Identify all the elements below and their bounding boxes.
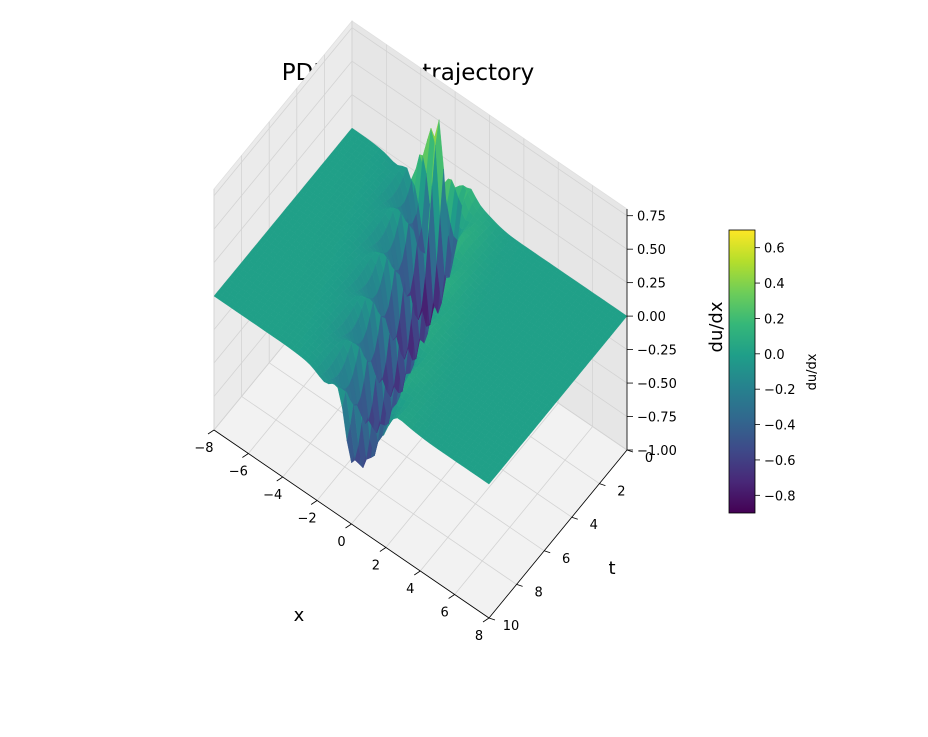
t-axis-line <box>488 449 628 619</box>
grid-floor-t <box>241 396 517 585</box>
x-tick <box>310 500 318 505</box>
t-tick-label: 8 <box>534 585 542 600</box>
t-tick <box>488 617 496 621</box>
z-tick-label: −0.75 <box>637 411 677 426</box>
grid-back-z <box>351 94 628 283</box>
colorbar-tick-label: −0.8 <box>764 489 796 504</box>
colorbar-tick-label: −0.6 <box>764 454 796 469</box>
z-tick-label: 0.25 <box>637 277 666 292</box>
x-tick-label: 4 <box>406 582 414 597</box>
t-tick-label: 10 <box>503 619 520 634</box>
x-tick <box>207 429 215 435</box>
x-tick-label: 2 <box>372 559 380 574</box>
t-tick-label: 0 <box>645 451 653 466</box>
colorbar-gradient <box>728 229 756 514</box>
colorbar-tick-label: 0.2 <box>764 312 785 327</box>
x-tick <box>345 523 352 529</box>
x-tick <box>276 476 283 482</box>
t-tick <box>516 584 523 587</box>
x-tick-label: 8 <box>475 629 483 644</box>
x-tick-label: −4 <box>263 488 282 503</box>
t-tick <box>571 516 578 520</box>
x-tick <box>482 617 490 623</box>
z-tick-label: 0.50 <box>637 243 666 258</box>
grid-floor-t <box>268 362 545 552</box>
colorbar-label: du/dx <box>805 353 820 390</box>
z-axis-label: du/dx <box>706 301 727 352</box>
x-tick <box>242 453 249 458</box>
grid-left-z <box>213 27 353 196</box>
z-tick-label: −0.50 <box>637 377 677 392</box>
t-axis-label: t <box>608 558 615 579</box>
x-tick <box>414 570 421 576</box>
x-tick <box>448 594 455 599</box>
colorbar-tick-label: 0.6 <box>764 242 785 257</box>
z-tick-label: −1.00 <box>637 444 677 459</box>
grid-floor-x <box>454 426 593 595</box>
x-tick-label: 0 <box>337 535 345 550</box>
surface-mesh <box>213 119 628 485</box>
x-tick-label: 6 <box>440 606 448 621</box>
t-tick <box>544 550 551 554</box>
t-tick-label: 6 <box>562 552 570 567</box>
grid-left-z <box>213 60 353 230</box>
x-tick-label: −8 <box>194 441 213 456</box>
grid-left-z <box>213 94 353 263</box>
t-tick <box>599 483 606 486</box>
t-tick-label: 2 <box>617 485 625 500</box>
colorbar-tick-label: −0.4 <box>764 419 796 434</box>
colorbar: −0.8 −0.6 −0.4 −0.2 0.0 0.2 0.4 0.6 du/dx <box>728 229 820 514</box>
colorbar-tick-label: −0.2 <box>764 383 796 398</box>
x-tick-label: −2 <box>298 512 317 527</box>
z-tick-label: −0.25 <box>637 344 677 359</box>
z-tick-label: 0.00 <box>637 310 666 325</box>
grid-back-z <box>351 60 628 250</box>
colorbar-tick-label: 0.4 <box>764 277 785 292</box>
t-tick-label: 4 <box>590 518 598 533</box>
x-tick <box>379 547 387 552</box>
x-axis-label: x <box>294 605 305 626</box>
colorbar-tick-label: 0.0 <box>764 348 785 363</box>
z-tick-label: 0.75 <box>637 210 666 225</box>
surface-facet <box>618 312 628 321</box>
grid-back-z <box>351 27 628 217</box>
colorbar-ticks: −0.8 −0.6 −0.4 −0.2 0.0 0.2 0.4 0.6 <box>755 242 796 504</box>
x-tick-label: −6 <box>229 465 248 480</box>
grid-floor-x <box>419 402 559 572</box>
axes-ticks: −8 −6 −4 −2 0 2 4 6 8 0 2 4 6 8 10 −1.00 −0.75 −0.50 −0.25… <box>194 210 676 644</box>
